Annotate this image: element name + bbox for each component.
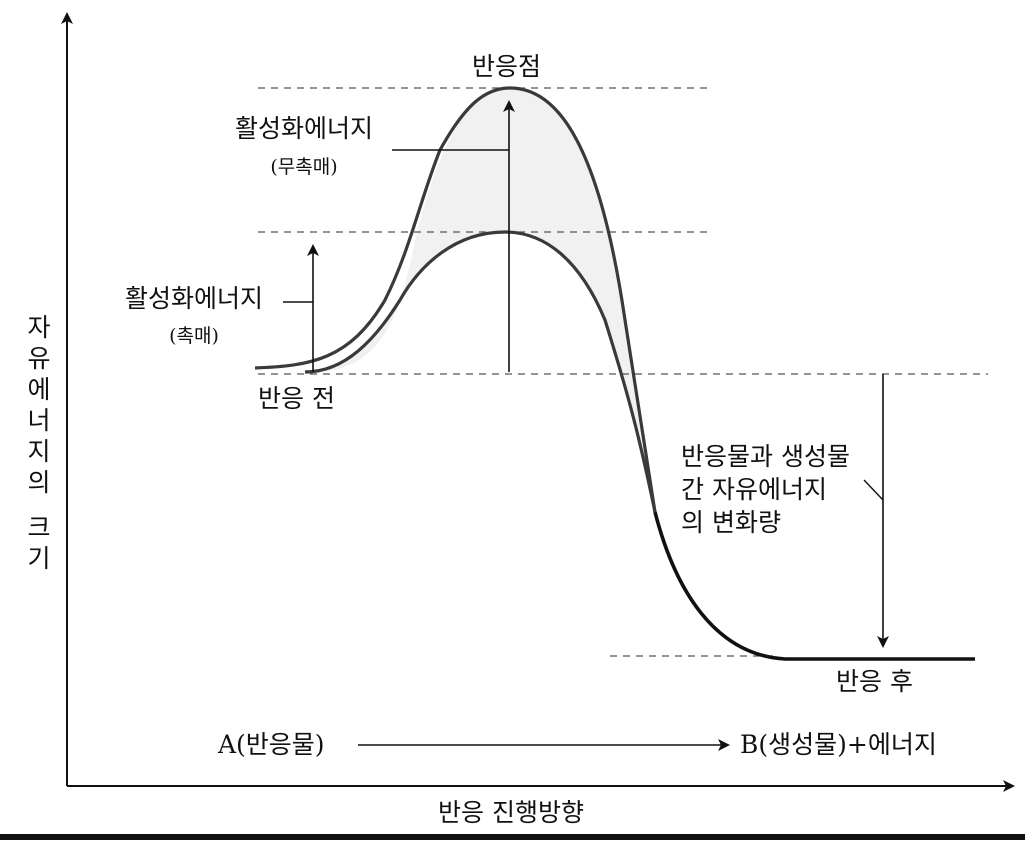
uncatalyzed-curve [254, 86, 657, 513]
y-axis-char: 자 [27, 313, 51, 342]
catalyzed-activation-note: (촉매) [169, 325, 219, 347]
catalysis-shaded-area [315, 88, 655, 512]
delta-g-label-line-3: 의 변화량 [681, 508, 781, 537]
uncatalyzed-activation-note: (무촉매) [270, 156, 338, 178]
y-axis-gap [22, 498, 56, 512]
y-axis-char: 너 [27, 406, 51, 435]
after-reaction-label: 반응 후 [836, 667, 913, 696]
catalyzed-curve [304, 230, 657, 513]
peak-label: 반응점 [472, 52, 542, 81]
product-label: B(생성물)+에너지 [740, 730, 937, 759]
bottom-rule [0, 834, 1025, 840]
delta-g-label-line-2: 간 자유에너지 [681, 475, 827, 504]
reactant-label: A(반응물) [218, 730, 325, 759]
delta-g-label-line-1: 반응물과 생성물 [681, 442, 850, 471]
delta-g-leader-line [863, 479, 884, 501]
y-axis-char: 크 [27, 513, 51, 542]
product-curve [653, 511, 975, 661]
y-axis-char: 의 [27, 468, 51, 497]
y-axis-char: 에 [27, 375, 51, 404]
y-axis-char: 지 [27, 437, 51, 466]
y-axis-char: 유 [27, 344, 51, 373]
x-axis-label: 반응 진행방향 [438, 798, 584, 827]
uncatalyzed-activation-title: 활성화에너지 [234, 114, 373, 143]
y-axis-label: 자 유 에 너 지 의 크 기 [22, 312, 56, 574]
before-reaction-label: 반응 전 [258, 384, 335, 413]
catalyzed-activation-title: 활성화에너지 [124, 284, 263, 313]
y-axis-char: 기 [27, 544, 51, 573]
